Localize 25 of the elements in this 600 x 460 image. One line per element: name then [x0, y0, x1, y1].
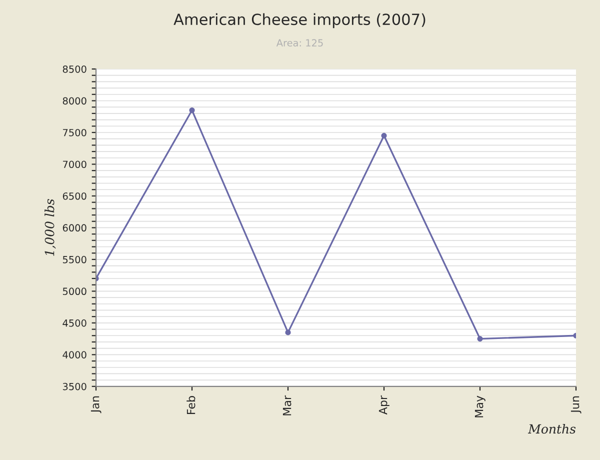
y-tick-label: 4000 [62, 351, 86, 358]
x-axis-title: Months [528, 424, 576, 434]
y-tick-label: 8500 [62, 65, 86, 73]
chart-title: American Cheese imports (2007) [174, 13, 426, 28]
point [381, 132, 387, 138]
y-axis-title: 1,000 lbs [44, 199, 56, 256]
x-tick-label: Jun [570, 396, 582, 414]
y-tick-label: 5500 [62, 256, 86, 264]
y-tick-label: 3500 [62, 382, 86, 390]
x-tick-label: Apr [378, 395, 390, 415]
y-tick-label: 6000 [62, 224, 86, 232]
point [189, 107, 195, 114]
y-tick-label: 6500 [62, 192, 86, 200]
x-tick-label: Mar [282, 395, 292, 416]
x-tick-label: May [474, 396, 486, 418]
x-tick-label: Feb [186, 396, 196, 414]
y-tick-label: 5000 [62, 288, 86, 296]
point [285, 330, 291, 336]
point [477, 336, 483, 342]
y-tick-label: 8000 [62, 97, 86, 105]
y-tick-label: 7500 [63, 128, 86, 136]
x-tick-label: Jan [90, 396, 102, 414]
y-tick-label: 7000 [63, 160, 86, 168]
chart-subtitle: Area: 125 [276, 39, 323, 47]
y-tick-label: 4500 [62, 319, 86, 327]
